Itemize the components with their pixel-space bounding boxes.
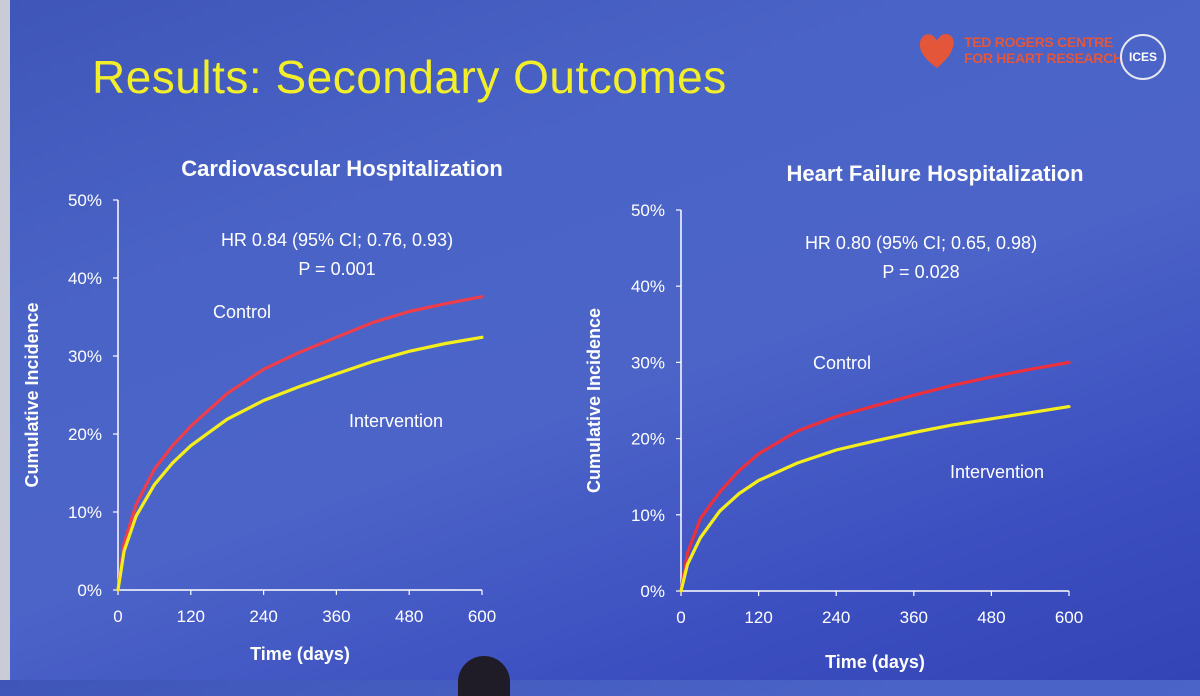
slide-edge xyxy=(0,0,10,680)
y-tick-label: 50% xyxy=(68,191,102,210)
x-tick-label: 360 xyxy=(322,607,350,626)
chart-title: Cardiovascular Hospitalization xyxy=(181,156,503,181)
series-line-intervention xyxy=(116,335,484,592)
x-tick-label: 240 xyxy=(249,607,277,626)
y-tick-label: 40% xyxy=(631,277,665,296)
hazard-ratio-text: HR 0.80 (95% CI; 0.65, 0.98) xyxy=(805,233,1037,253)
y-axis-label: Cumulative Incidence xyxy=(22,302,42,487)
series-label-control: Control xyxy=(813,353,871,373)
y-tick-label: 30% xyxy=(631,353,665,372)
y-tick-label: 50% xyxy=(631,201,665,220)
brand-text: TED ROGERS CENTRE FOR HEART RESEARCH xyxy=(964,34,1123,66)
brand-logo: TED ROGERS CENTRE FOR HEART RESEARCH xyxy=(918,30,1123,70)
x-tick-label: 120 xyxy=(744,608,772,627)
x-tick-label: 600 xyxy=(468,607,496,626)
y-tick-label: 30% xyxy=(68,347,102,366)
y-tick-label: 20% xyxy=(68,425,102,444)
y-tick-label: 20% xyxy=(631,430,665,449)
x-tick-label: 0 xyxy=(676,608,685,627)
series-line-control xyxy=(116,295,484,592)
series-label-intervention: Intervention xyxy=(950,462,1044,482)
chart-title: Heart Failure Hospitalization xyxy=(786,161,1083,186)
y-tick-label: 10% xyxy=(631,506,665,525)
x-tick-label: 600 xyxy=(1055,608,1083,627)
series-label-intervention: Intervention xyxy=(349,411,443,431)
x-tick-label: 480 xyxy=(395,607,423,626)
x-tick-label: 240 xyxy=(822,608,850,627)
x-axis-label: Time (days) xyxy=(250,644,350,664)
ices-badge: ICES xyxy=(1120,34,1166,80)
x-axis-label: Time (days) xyxy=(825,652,925,672)
y-axis-label: Cumulative Incidence xyxy=(584,308,604,493)
series-label-control: Control xyxy=(213,302,271,322)
p-value-text: P = 0.001 xyxy=(298,259,375,279)
slide-title: Results: Secondary Outcomes xyxy=(92,51,727,103)
y-tick-label: 40% xyxy=(68,269,102,288)
x-tick-label: 120 xyxy=(177,607,205,626)
x-tick-label: 0 xyxy=(113,607,122,626)
brand-line-2: FOR HEART RESEARCH xyxy=(964,50,1123,66)
series-line-control xyxy=(679,360,1071,593)
hazard-ratio-text: HR 0.84 (95% CI; 0.76, 0.93) xyxy=(221,230,453,250)
chart-hf-hospitalization: Heart Failure Hospitalization 0% 10% 20% 30%… xyxy=(584,161,1083,672)
y-tick-label: 0% xyxy=(640,582,665,601)
p-value-text: P = 0.028 xyxy=(882,262,959,282)
x-tick-label: 480 xyxy=(977,608,1005,627)
heart-logo-icon xyxy=(919,34,954,68)
series-line-intervention xyxy=(679,405,1071,593)
chart-cv-hospitalization: Cardiovascular Hospitalization 0% 10% 20% 30… xyxy=(22,156,503,664)
y-tick-label: 0% xyxy=(77,581,102,600)
x-tick-label: 360 xyxy=(900,608,928,627)
y-tick-label: 10% xyxy=(68,503,102,522)
brand-line-1: TED ROGERS CENTRE xyxy=(964,34,1113,50)
